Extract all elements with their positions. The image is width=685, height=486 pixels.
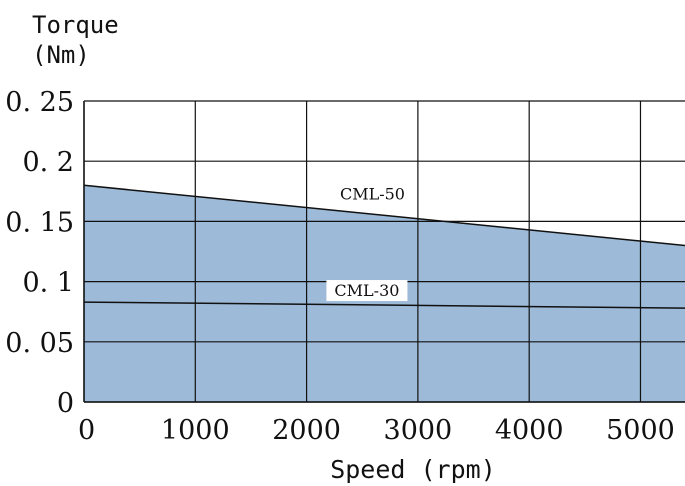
- x-tick-label: 3000: [384, 415, 453, 446]
- y-tick-labels: 0 0. 05 0. 1 0. 15 0. 2 0. 25: [5, 87, 74, 419]
- series-label-backing: [326, 280, 408, 302]
- x-tick-label: 1000: [161, 415, 230, 446]
- y-tick-label: 0. 15: [5, 207, 74, 238]
- series-labels: CML-50 CML-30: [326, 183, 413, 302]
- series-label-backing: [331, 183, 413, 205]
- series-line-cml-50: [83, 184, 685, 247]
- y-axis-label-line1: Torque: [32, 11, 119, 39]
- x-tick-label: 2000: [272, 415, 341, 446]
- x-tick-label: 0: [78, 415, 95, 446]
- series-label: CML-30: [334, 281, 399, 300]
- y-tick-label: 0. 25: [5, 87, 74, 118]
- series-line-cml-30: [83, 301, 685, 309]
- y-axis-label-line2: (Nm): [32, 41, 90, 69]
- x-tick-label: 5000: [606, 415, 675, 446]
- x-tick-label: 4000: [495, 415, 564, 446]
- x-tick-labels: 0 1000 2000 3000 4000 5000: [78, 415, 675, 446]
- series-layer: [83, 184, 685, 309]
- y-tick-label: 0. 05: [5, 328, 74, 359]
- y-tick-label: 0. 1: [22, 268, 74, 299]
- grid-layer: [83, 100, 685, 403]
- y-tick-label: 0. 2: [22, 147, 74, 178]
- y-tick-label: 0: [57, 388, 74, 419]
- series-label: CML-50: [340, 185, 405, 204]
- x-axis-label: Speed (rpm): [330, 455, 496, 484]
